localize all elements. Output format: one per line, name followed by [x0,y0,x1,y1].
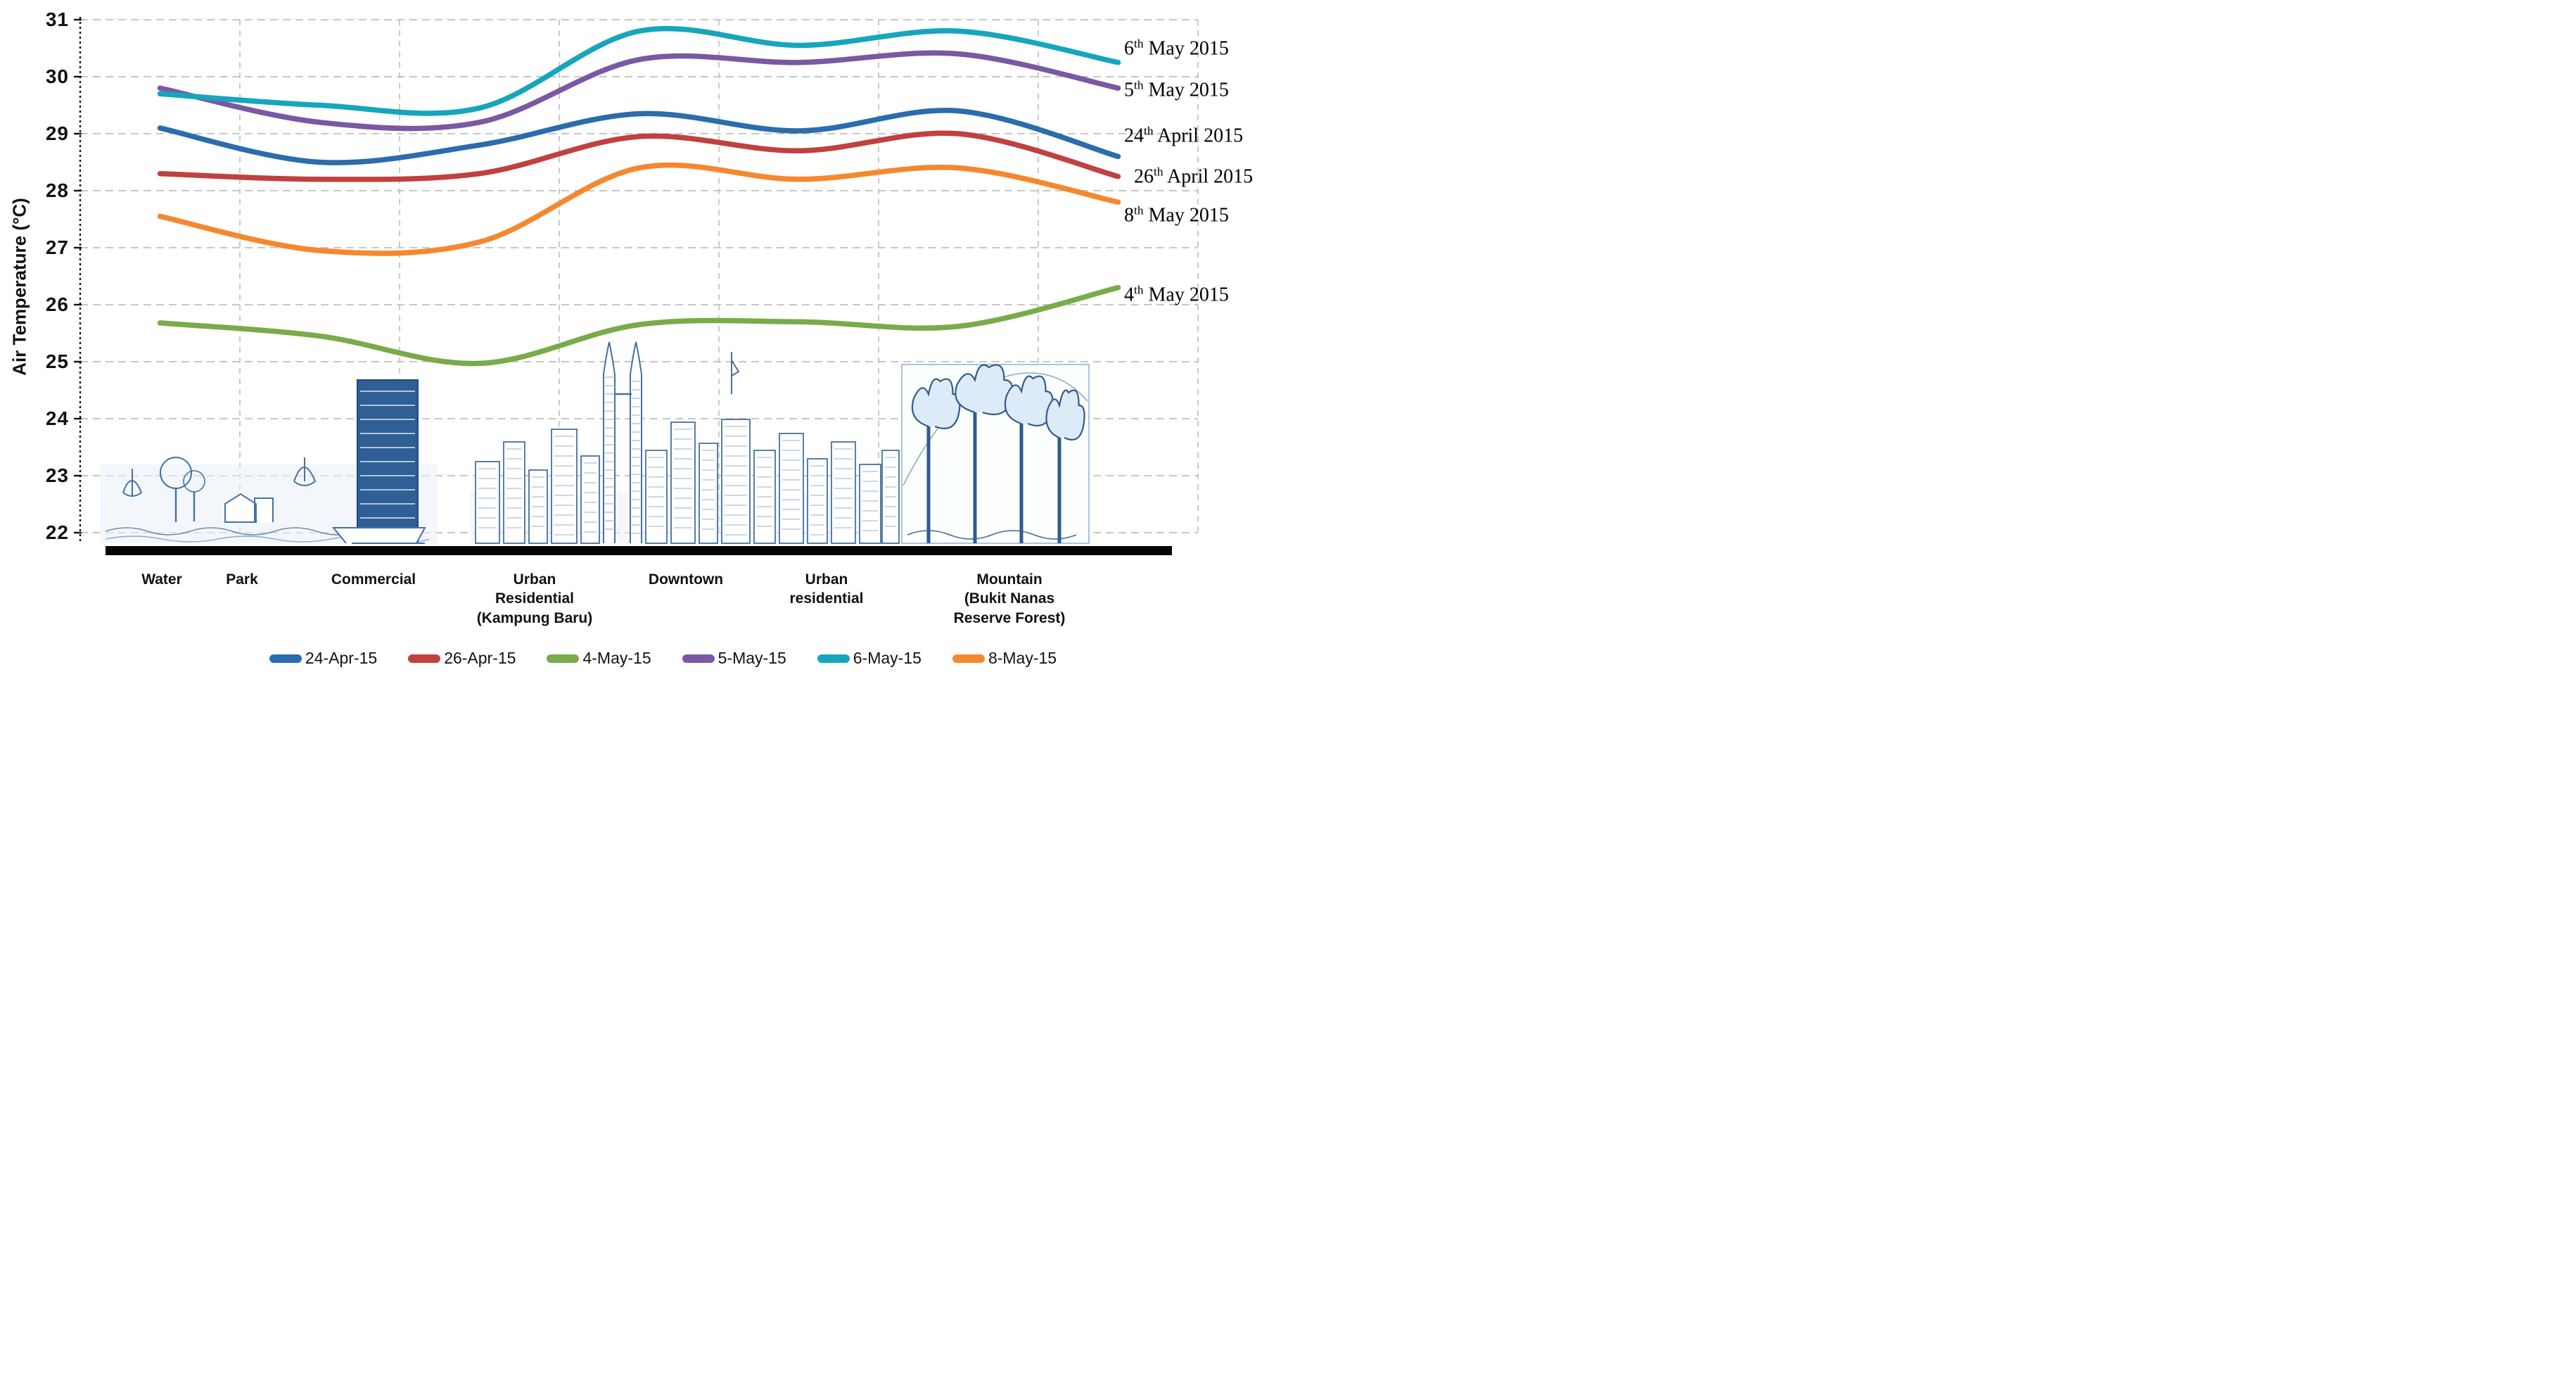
x-category-label: Downtown [648,571,724,588]
water-park-commercial-sketch-image [100,379,438,544]
legend-label: 26-Apr-15 [444,649,516,667]
y-tick-label: 27 [45,236,69,258]
series-line-6-May-15 [157,25,1121,116]
legend-swatch [682,654,715,663]
landuse-sketches [100,341,1090,544]
air-temperature-line-chart: Air Temperature (°C) 31 30 29 28 27 26 25 24 23 2… [0,0,1288,688]
legend-item-24-Apr-15: 24-Apr-15 [269,649,377,668]
x-category-label: Urban Residential (Kampung Baru) [476,571,593,626]
y-axis-line [74,17,82,543]
date-annotation: 8th May 2015 [1124,203,1229,227]
plot-area [74,17,1199,555]
y-tick-label: 24 [45,407,69,429]
legend-swatch [269,654,302,663]
y-tick-label: 30 [45,65,69,87]
y-tick-label: 28 [45,179,69,201]
legend-item-4-May-15: 4-May-15 [547,649,651,668]
twin-tower-sketch [630,341,642,543]
series-line-5-May-15 [157,50,1121,132]
date-annotation: 4th May 2015 [1124,283,1229,306]
date-annotation: 5th May 2015 [1124,78,1229,101]
legend-label: 6-May-15 [853,649,922,667]
x-category-label: Water [141,571,182,588]
x-category-label: Park [226,571,258,588]
x-axis-bar [106,546,1172,555]
legend-item-6-May-15: 6-May-15 [817,649,922,668]
series-line-24-Apr-15 [157,108,1121,165]
date-annotation: 24th April 2015 [1124,124,1244,147]
twin-tower-sketch [603,341,616,543]
legend-swatch [547,654,580,663]
series-line-8-May-15 [157,162,1121,256]
series-line-26-Apr-15 [157,130,1121,182]
y-tick-label: 26 [45,293,69,315]
x-category-label: Urban residential [789,571,864,607]
y-tick-label: 31 [45,8,69,30]
y-tick-label: 29 [45,122,69,144]
legend-item-5-May-15: 5-May-15 [682,649,786,668]
date-annotation: 6th May 2015 [1124,37,1229,60]
legend-item-8-May-15: 8-May-15 [952,649,1057,668]
legend-label: 8-May-15 [988,649,1057,667]
x-category-label: Mountain (Bukit Nanas Reserve Forest) [953,571,1066,626]
legend-label: 24-Apr-15 [305,649,378,667]
legend-label: 4-May-15 [582,649,651,667]
legend-swatch [952,654,985,663]
legend: 24-Apr-15 26-Apr-15 4-May-15 5-May-15 6-May-… [80,649,1246,668]
mountain-forest-sketch-image [901,364,1090,544]
city-skyline-sketch-image [470,341,900,544]
series-line-4-May-15 [157,284,1121,367]
date-annotation: 26th April 2015 [1134,165,1254,188]
legend-label: 5-May-15 [718,649,786,667]
x-category-label: Commercial [331,571,416,588]
legend-swatch [408,654,441,663]
y-tick-label: 25 [45,350,69,372]
y-tick-label: 22 [45,521,69,543]
legend-item-26-Apr-15: 26-Apr-15 [408,649,516,668]
y-tick-label: 23 [45,464,69,486]
legend-swatch [817,654,850,663]
